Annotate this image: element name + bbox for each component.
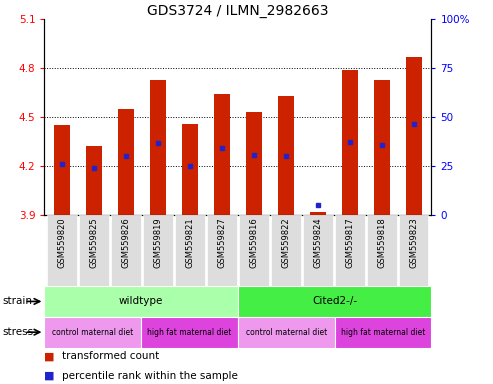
Text: ■: ■ — [44, 371, 55, 381]
Text: GSM559827: GSM559827 — [217, 217, 226, 268]
Bar — [44, 317, 141, 348]
Bar — [239, 215, 269, 286]
Text: stress: stress — [2, 327, 34, 337]
Bar — [47, 215, 77, 286]
Text: GSM559822: GSM559822 — [282, 217, 290, 268]
Bar — [54, 125, 70, 215]
Bar — [143, 215, 173, 286]
Bar — [303, 215, 333, 286]
Text: GSM559821: GSM559821 — [185, 217, 194, 268]
Text: high fat maternal diet: high fat maternal diet — [341, 328, 425, 337]
Bar — [111, 215, 141, 286]
Bar — [246, 112, 262, 215]
Bar — [342, 70, 358, 215]
Text: GSM559819: GSM559819 — [153, 217, 162, 268]
Bar — [182, 124, 198, 215]
Bar — [214, 94, 230, 215]
Text: control maternal diet: control maternal diet — [52, 328, 134, 337]
Bar — [335, 215, 364, 286]
Text: ■: ■ — [44, 351, 55, 361]
Bar — [374, 79, 390, 215]
Text: GSM559826: GSM559826 — [121, 217, 131, 268]
Bar — [86, 146, 102, 215]
Bar — [310, 212, 326, 215]
Bar — [141, 317, 238, 348]
Text: strain: strain — [2, 296, 33, 306]
Text: GSM559823: GSM559823 — [409, 217, 418, 268]
Bar — [79, 215, 108, 286]
Bar — [335, 317, 431, 348]
Text: percentile rank within the sample: percentile rank within the sample — [62, 371, 238, 381]
Title: GDS3724 / ILMN_2982663: GDS3724 / ILMN_2982663 — [147, 4, 329, 18]
Bar — [207, 215, 237, 286]
Text: transformed count: transformed count — [62, 351, 159, 361]
Bar — [238, 317, 335, 348]
Text: high fat maternal diet: high fat maternal diet — [147, 328, 232, 337]
Bar — [118, 109, 134, 215]
Bar — [271, 215, 301, 286]
Bar — [44, 286, 238, 317]
Bar — [278, 96, 294, 215]
Bar — [367, 215, 396, 286]
Text: GSM559817: GSM559817 — [345, 217, 354, 268]
Text: control maternal diet: control maternal diet — [246, 328, 327, 337]
Bar — [150, 79, 166, 215]
Text: GSM559825: GSM559825 — [89, 217, 99, 268]
Text: GSM559816: GSM559816 — [249, 217, 258, 268]
Bar — [406, 57, 422, 215]
Bar — [399, 215, 428, 286]
Bar — [175, 215, 205, 286]
Bar — [238, 286, 431, 317]
Text: GSM559820: GSM559820 — [58, 217, 67, 268]
Text: Cited2-/-: Cited2-/- — [312, 296, 357, 306]
Text: GSM559824: GSM559824 — [314, 217, 322, 268]
Text: GSM559818: GSM559818 — [377, 217, 387, 268]
Text: wildtype: wildtype — [119, 296, 163, 306]
